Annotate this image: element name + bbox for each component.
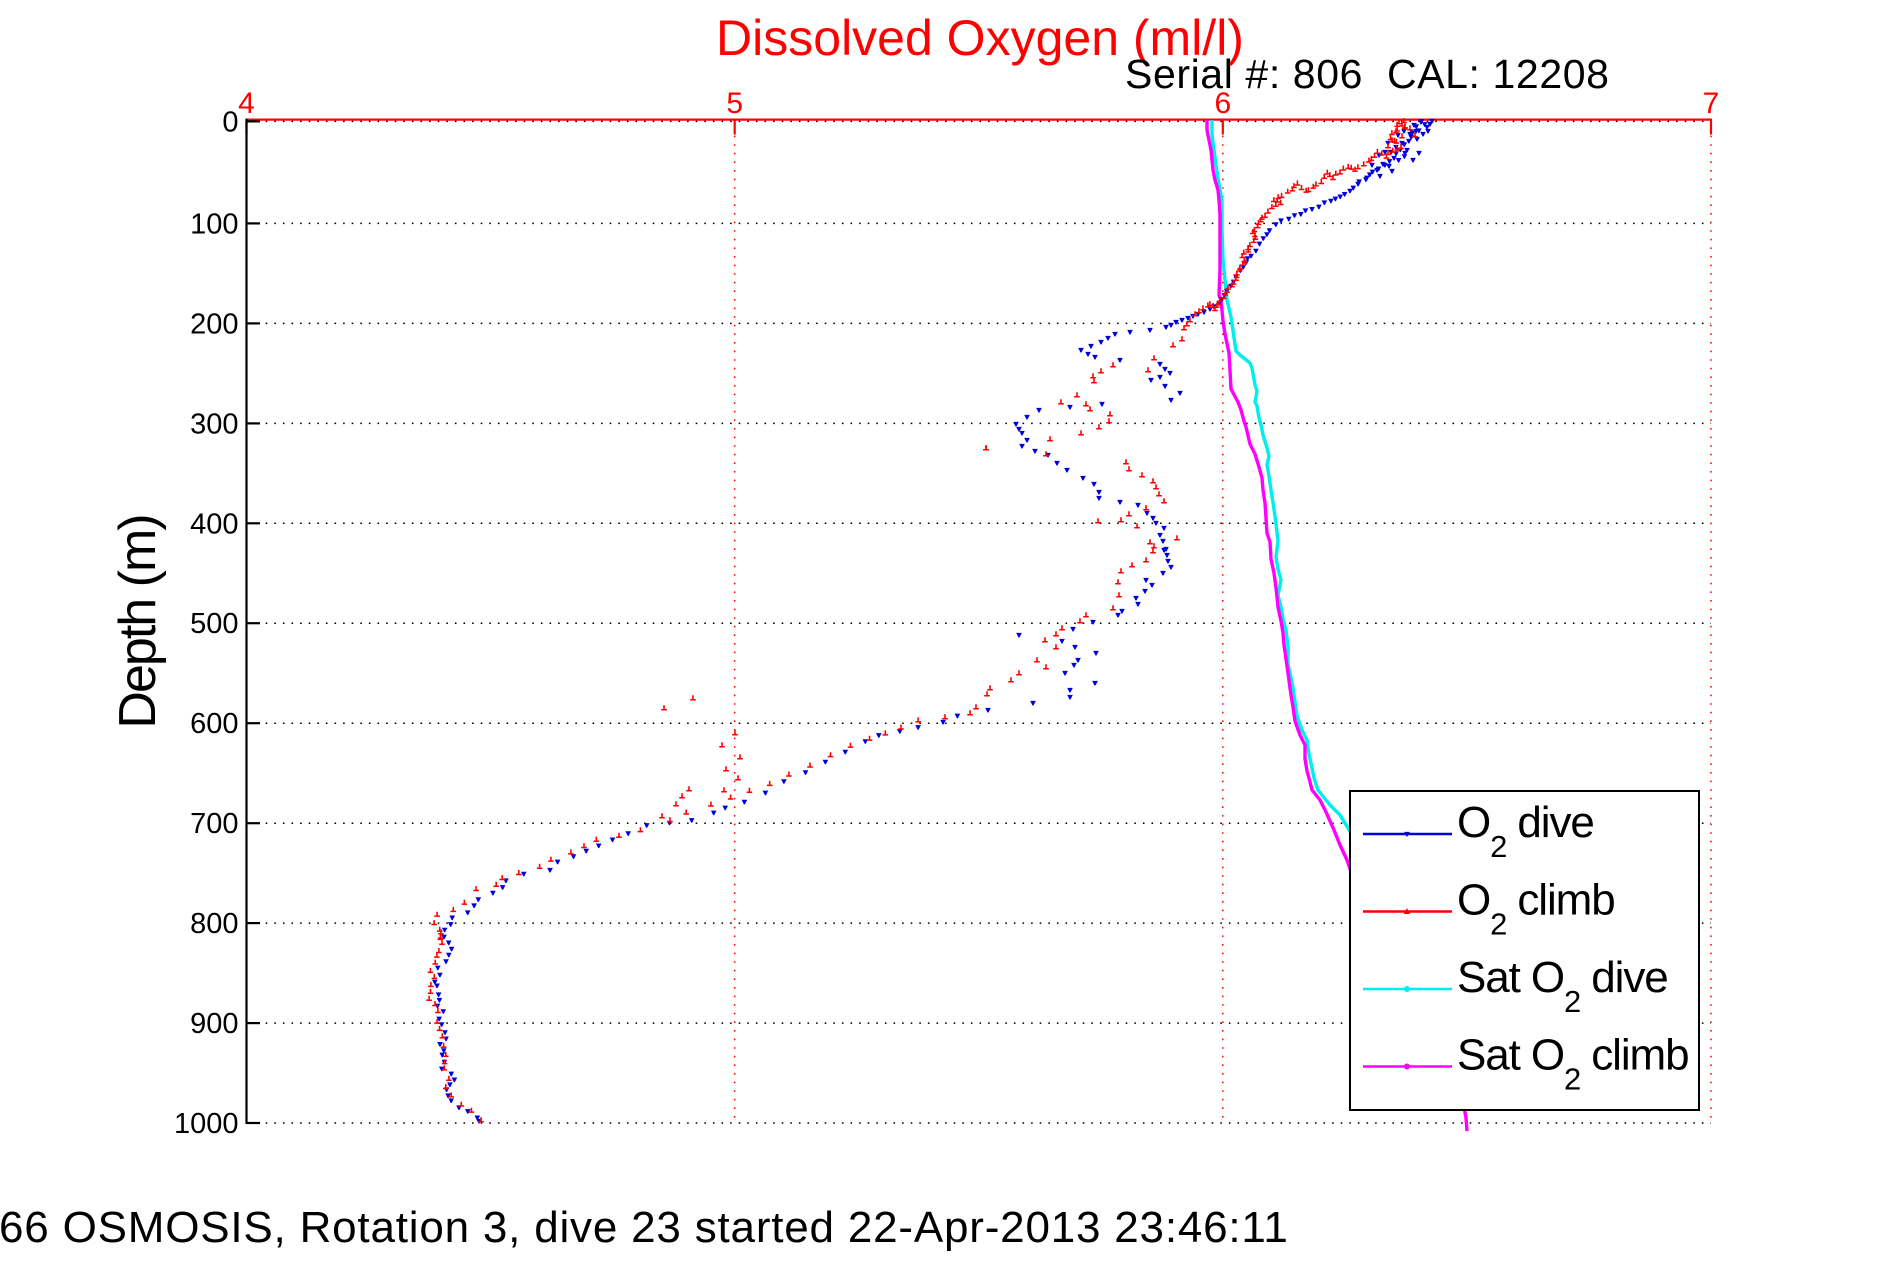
svg-text:66 OSMOSIS, Rotation 3, dive 2: 66 OSMOSIS, Rotation 3, dive 23 started … [0,1203,1289,1252]
svg-text:300: 300 [190,408,238,440]
svg-text:4: 4 [238,87,255,120]
svg-text:100: 100 [190,208,238,240]
svg-text:900: 900 [190,1008,238,1040]
svg-text:200: 200 [190,308,238,340]
svg-text:500: 500 [190,608,238,640]
svg-text:600: 600 [190,708,238,740]
svg-text:1000: 1000 [174,1108,239,1140]
svg-text:400: 400 [190,508,238,540]
svg-text:Dissolved Oxygen (ml/l): Dissolved Oxygen (ml/l) [716,10,1244,66]
svg-text:7: 7 [1703,87,1720,120]
svg-text:Depth (m): Depth (m) [109,515,167,728]
svg-text:5: 5 [726,87,743,120]
svg-text:700: 700 [190,808,238,840]
svg-text:0: 0 [222,106,238,138]
svg-text:Serial #: 806 CAL: 12208: Serial #: 806 CAL: 12208 [1125,51,1610,97]
svg-text:6: 6 [1214,87,1231,120]
svg-text:800: 800 [190,908,238,940]
